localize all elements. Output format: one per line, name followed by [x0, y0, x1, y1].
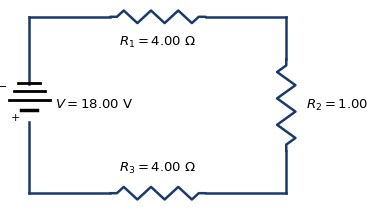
Text: $R_1 = 4.00\ \Omega$: $R_1 = 4.00\ \Omega$	[119, 34, 196, 50]
Text: $R_3 = 4.00\ \Omega$: $R_3 = 4.00\ \Omega$	[119, 160, 196, 176]
Text: $+$: $+$	[10, 112, 20, 123]
Text: $R_2 = 1.00\ \Omega$: $R_2 = 1.00\ \Omega$	[306, 97, 367, 113]
Text: $V = 18.00\ \mathrm{V}$: $V = 18.00\ \mathrm{V}$	[55, 98, 134, 112]
Text: $-$: $-$	[0, 80, 7, 90]
